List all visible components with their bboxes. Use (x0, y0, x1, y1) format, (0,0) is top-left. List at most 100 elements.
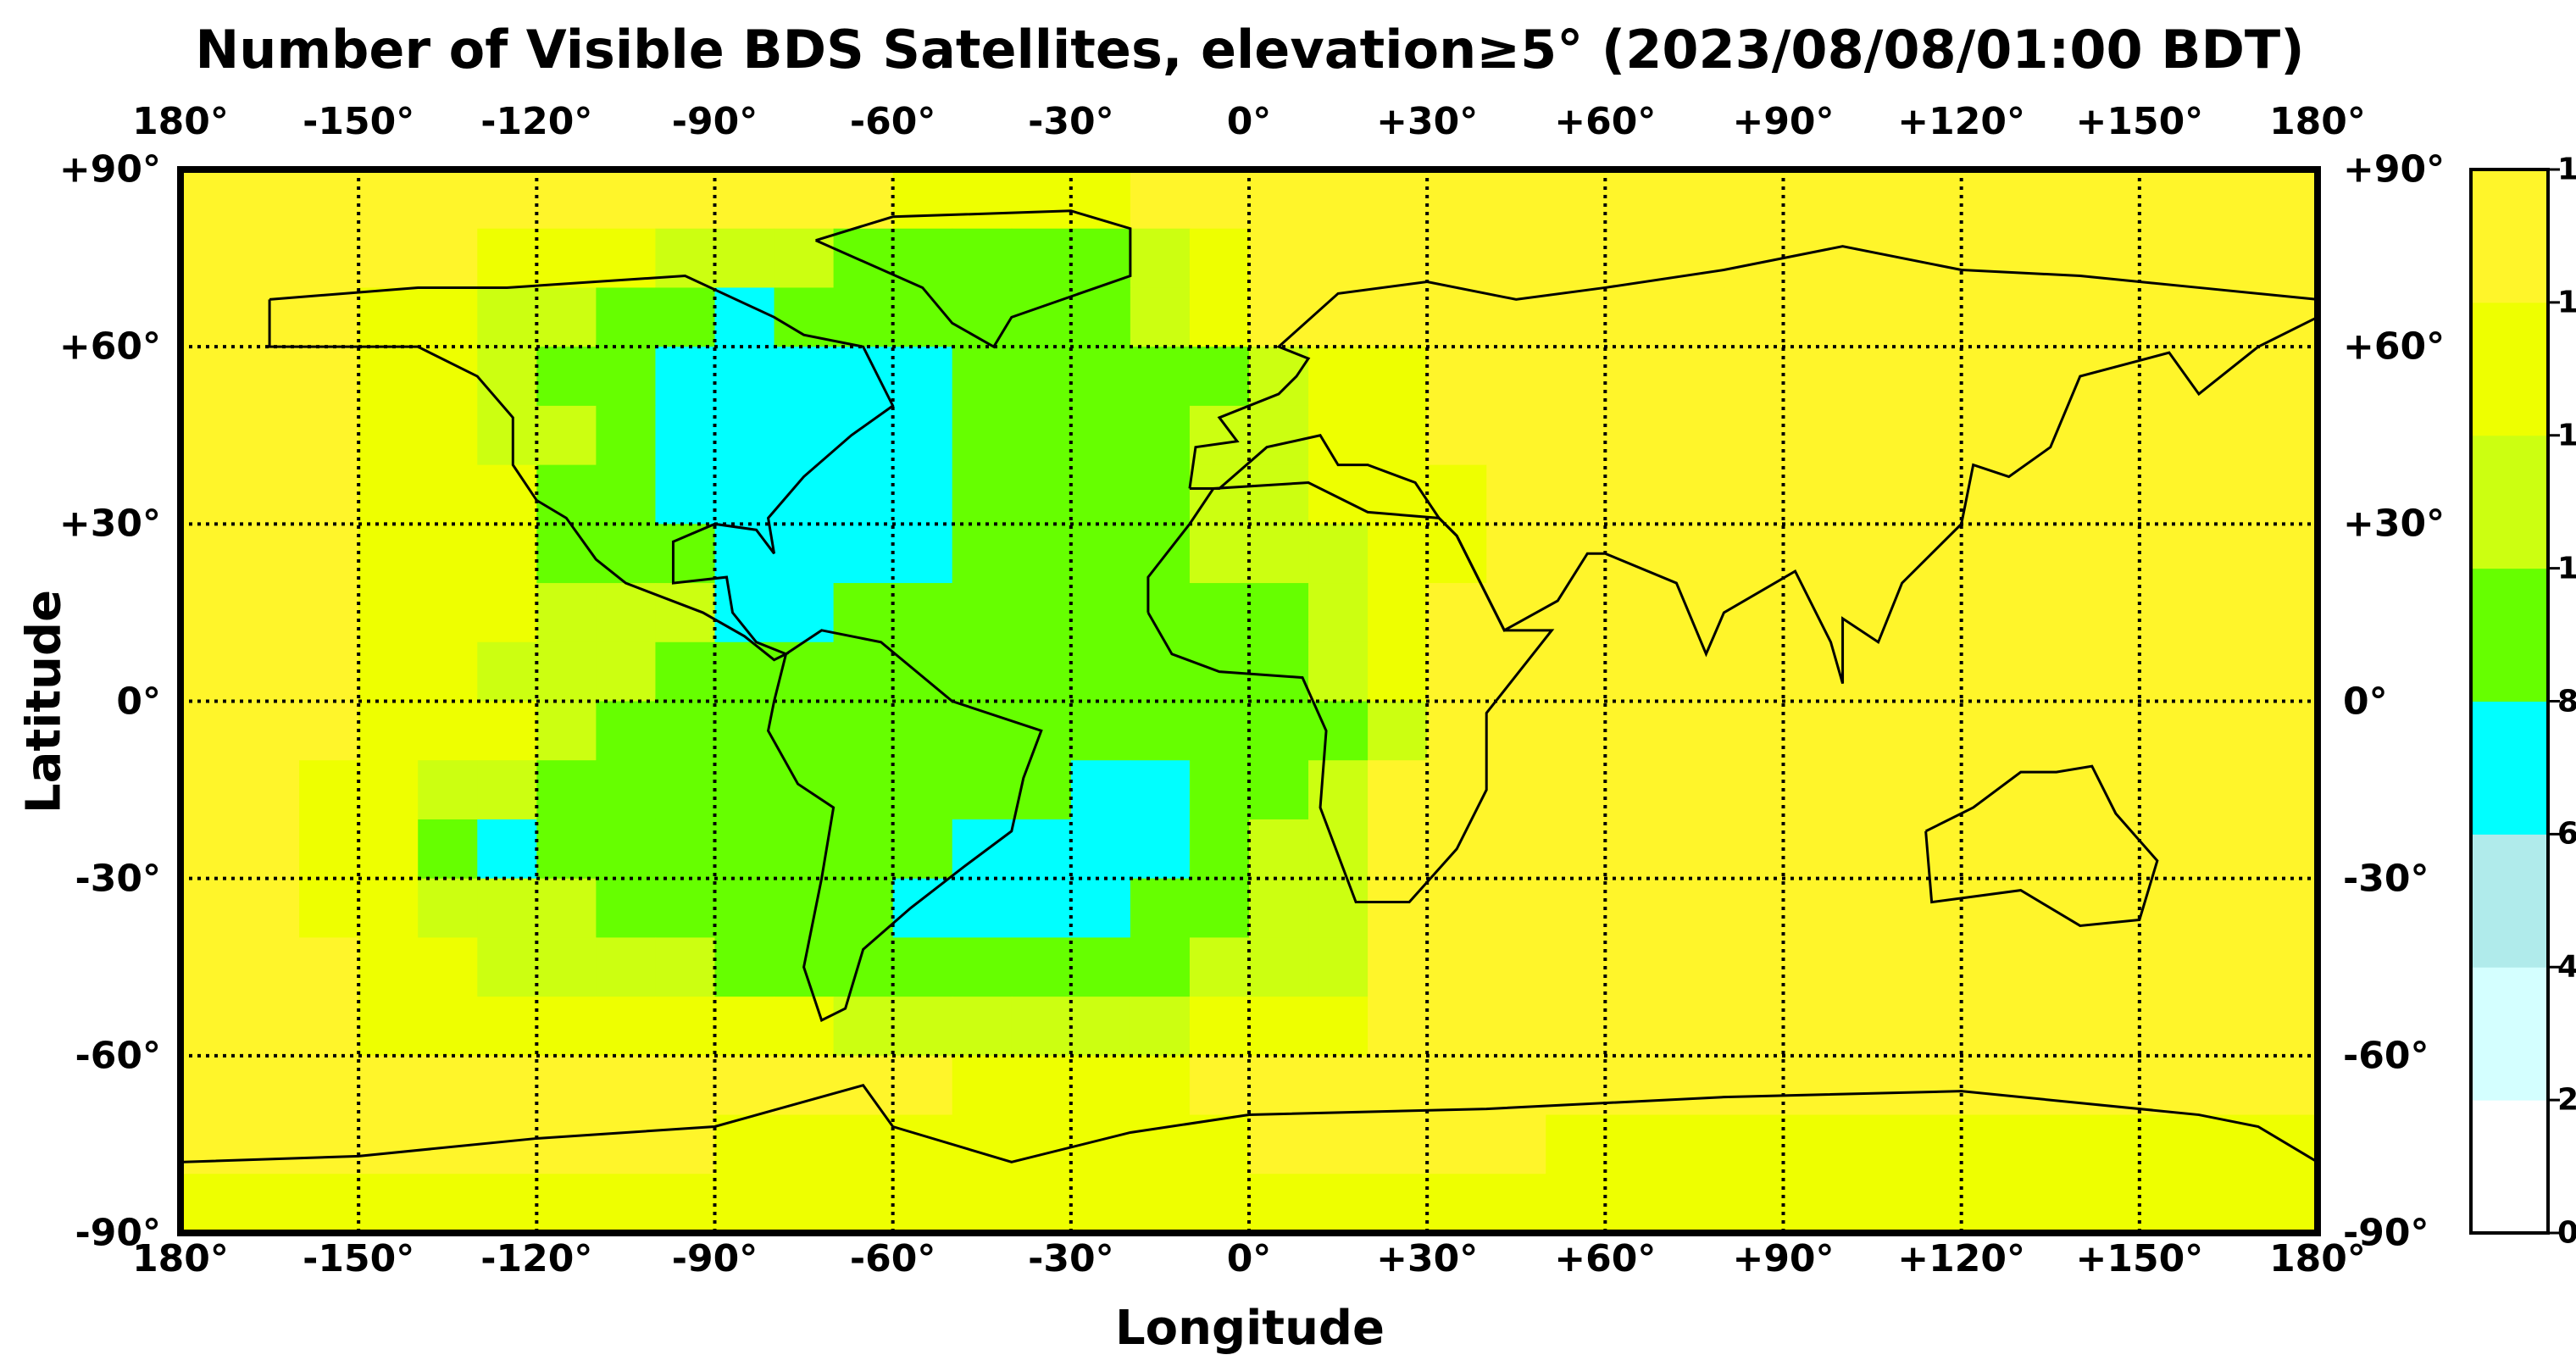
heatmap-cell (2139, 524, 2200, 584)
heatmap-cell (240, 937, 300, 997)
heatmap-cell (536, 819, 597, 880)
heatmap-cell (892, 878, 953, 938)
heatmap-cell (1070, 701, 1131, 761)
heatmap-cell (1605, 169, 1665, 230)
heatmap-cell (358, 878, 419, 938)
heatmap-cell (1961, 287, 2022, 347)
heatmap-cell (1011, 464, 1072, 525)
heatmap-cell (774, 287, 835, 347)
heatmap-cell (1961, 583, 2022, 643)
heatmap-cell (240, 583, 300, 643)
heatmap-cell (1486, 169, 1546, 230)
heatmap-cell (180, 405, 241, 466)
heatmap-cell (1249, 524, 1309, 584)
heatmap-cell (1011, 997, 1072, 1057)
heatmap-cell (1605, 1174, 1665, 1234)
heatmap-cell (1249, 1114, 1309, 1174)
heatmap-cell (655, 937, 716, 997)
heatmap-cell (2198, 169, 2259, 230)
heatmap-cell (1427, 583, 1487, 643)
heatmap-cell (2257, 228, 2318, 289)
heatmap-cell (536, 583, 597, 643)
heatmap-cell (180, 641, 241, 702)
heatmap-cell (1070, 583, 1131, 643)
heatmap-cell (1427, 405, 1487, 466)
colorbar-bin (2471, 435, 2548, 569)
heatmap-cell (1724, 405, 1785, 466)
heatmap-cell (536, 287, 597, 347)
heatmap-cell (358, 464, 419, 525)
heatmap-cell (1368, 760, 1428, 820)
colorbar-tick-label: 2 (2557, 1082, 2576, 1118)
heatmap-cell (714, 701, 775, 761)
heatmap-cell (240, 819, 300, 880)
heatmap-cell (833, 583, 894, 643)
heatmap-cell (1130, 997, 1191, 1057)
heatmap-cell (1605, 760, 1665, 820)
x-tick-label-top: -30° (1028, 100, 1114, 143)
heatmap-cell (1664, 701, 1725, 761)
heatmap-cell (1486, 997, 1546, 1057)
heatmap-cell (418, 937, 478, 997)
heatmap-cell (1368, 169, 1428, 230)
heatmap-cell (1427, 228, 1487, 289)
coastline (1146, 481, 1555, 904)
heatmap-cell (2257, 464, 2318, 525)
heatmap-cell (1724, 701, 1785, 761)
heatmap-cell (1842, 287, 1903, 347)
heatmap-cell (714, 1174, 775, 1234)
colorbar-tick-label: 4 (2557, 949, 2576, 985)
heatmap-cell (1961, 937, 2022, 997)
heatmap-cell (1189, 1114, 1250, 1174)
heatmap-cell (2079, 347, 2140, 407)
heatmap-cell (714, 405, 775, 466)
heatmap-cell (1486, 937, 1546, 997)
heatmap-cell (892, 287, 953, 347)
heatmap-cell (833, 760, 894, 820)
heatmap-cell (2020, 641, 2081, 702)
colorbar-tick-label: 8 (2557, 684, 2576, 719)
heatmap-cell (1842, 1114, 1903, 1174)
map-frame (177, 166, 2321, 1236)
heatmap-cell (1842, 1174, 1903, 1234)
heatmap-cell (1783, 405, 1844, 466)
heatmap-cell (2020, 937, 2081, 997)
heatmap-cell (477, 228, 537, 289)
heatmap-cell (714, 819, 775, 880)
heatmap-cell (596, 760, 657, 820)
heatmap-cell (833, 228, 894, 289)
heatmap-cell (952, 641, 1013, 702)
heatmap-cell (1130, 524, 1191, 584)
heatmap-cell (1368, 287, 1428, 347)
heatmap-cell (2020, 819, 2081, 880)
heatmap-cell (2020, 583, 2081, 643)
heatmap-cell (1308, 347, 1368, 407)
heatmap-cell (596, 464, 657, 525)
heatmap-cell (299, 819, 359, 880)
heatmap-cell (1011, 1114, 1072, 1174)
heatmap-cell (358, 997, 419, 1057)
heatmap-cell (774, 583, 835, 643)
x-tick-label-top: +30° (1376, 100, 1479, 143)
heatmap-cell (1842, 347, 1903, 407)
heatmap-cell (2139, 287, 2200, 347)
heatmap-cell (1011, 583, 1072, 643)
heatmap-cell (1249, 464, 1309, 525)
heatmap-cell (2198, 405, 2259, 466)
heatmap-cell (1783, 347, 1844, 407)
heatmap-cell (1070, 287, 1131, 347)
heatmap-cell (180, 937, 241, 997)
heatmap-cell (1724, 464, 1785, 525)
heatmap-cell (714, 169, 775, 230)
heatmap-cell (2079, 760, 2140, 820)
heatmap-cell (596, 347, 657, 407)
heatmap-cell (299, 1055, 359, 1116)
heatmap-cell (1605, 878, 1665, 938)
heatmap-cell (1605, 583, 1665, 643)
heatmap-cell (2079, 464, 2140, 525)
coastline (1924, 764, 2159, 927)
heatmap-cell (1368, 524, 1428, 584)
heatmap-cell (1546, 287, 1606, 347)
heatmap-cell (1546, 169, 1606, 230)
heatmap-cell (536, 524, 597, 584)
